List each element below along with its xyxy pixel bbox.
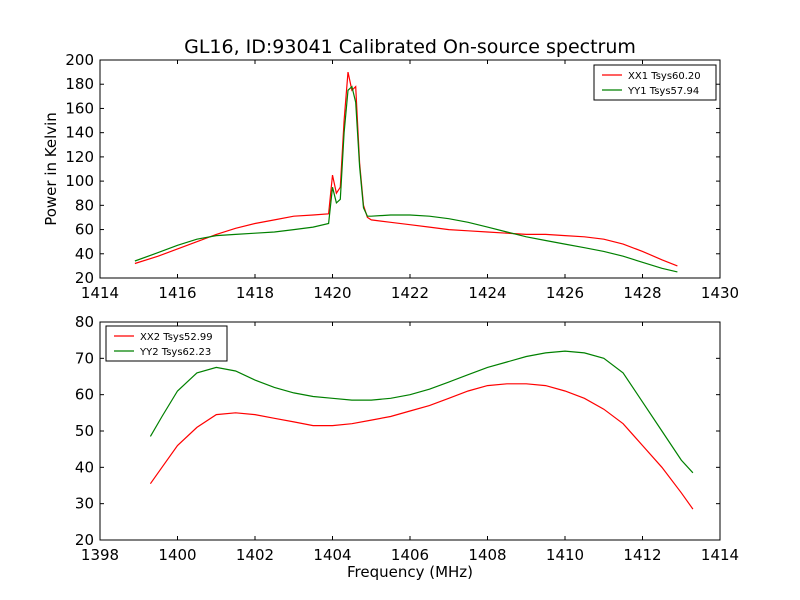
- y-axis-label: Power in Kelvin: [42, 112, 60, 226]
- y-tick-label: 40: [75, 245, 94, 263]
- y-tick-label: 160: [65, 99, 94, 117]
- x-axis-label: Frequency (MHz): [347, 563, 473, 581]
- x-tick-label: 1406: [391, 546, 429, 564]
- x-tick-label: 1400: [158, 546, 196, 564]
- chart-title: GL16, ID:93041 Calibrated On-source spec…: [184, 36, 636, 58]
- legend-label: XX1 Tsys60.20: [628, 71, 701, 82]
- x-tick-label: 1416: [158, 284, 196, 302]
- y-tick-label: 70: [75, 349, 94, 367]
- y-tick-label: 120: [65, 148, 94, 166]
- lower-plot: 1398 1400 1402 1404 1406 1408 1410 1412 1414 20 30…: [75, 313, 739, 564]
- x-tick-label: 1404: [313, 546, 351, 564]
- y-tick-label: 40: [75, 458, 94, 476]
- x-tick-label: 1398: [81, 546, 119, 564]
- y-tick-label: 200: [65, 51, 94, 69]
- series-line-2: [134, 85, 678, 273]
- y-tick-label: 100: [65, 172, 94, 190]
- x-tick-label: 1410: [546, 546, 584, 564]
- y-tick-label: 80: [75, 313, 94, 331]
- y-tick-label: 80: [75, 196, 94, 214]
- legend-box: [593, 64, 717, 101]
- y-tick-label: 140: [65, 124, 94, 142]
- x-tick-label: 1426: [546, 284, 584, 302]
- series-line-2: [149, 350, 694, 474]
- x-tick-label: 1430: [701, 284, 739, 302]
- series-line-1: [149, 383, 694, 510]
- x-tick-label: 1402: [236, 546, 274, 564]
- x-tick-label: 1408: [468, 546, 506, 564]
- x-tick-label: 1418: [236, 284, 274, 302]
- legend-label: XX2 Tsys52.99: [140, 332, 213, 343]
- series-line-1: [134, 71, 678, 267]
- y-tick-label: 20: [75, 531, 94, 549]
- legend-label: YY1 Tsys57.94: [627, 86, 699, 97]
- x-tick-label: 1414: [81, 284, 119, 302]
- x-tick-label: 1414: [701, 546, 739, 564]
- y-tick-label: 50: [75, 422, 94, 440]
- x-tick-label: 1424: [468, 284, 506, 302]
- upper-plot: 1414 1416 1418 1420 1422 1424 1426 1428 1430 20 40…: [65, 51, 739, 302]
- x-tick-label: 1428: [623, 284, 661, 302]
- x-tick-label: 1422: [391, 284, 429, 302]
- y-tick-label: 60: [75, 386, 94, 404]
- legend-label: YY2 Tsys62.23: [139, 347, 211, 358]
- legend: XX2 Tsys52.99 YY2 Tsys62.23: [105, 325, 228, 362]
- legend: XX1 Tsys60.20 YY1 Tsys57.94: [593, 64, 717, 101]
- x-tick-label: 1412: [623, 546, 661, 564]
- y-tick-label: 60: [75, 221, 94, 239]
- y-tick-label: 20: [75, 269, 94, 287]
- x-tick-label: 1420: [313, 284, 351, 302]
- legend-box: [105, 325, 228, 362]
- y-tick-label: 30: [75, 495, 94, 513]
- y-tick-label: 180: [65, 75, 94, 93]
